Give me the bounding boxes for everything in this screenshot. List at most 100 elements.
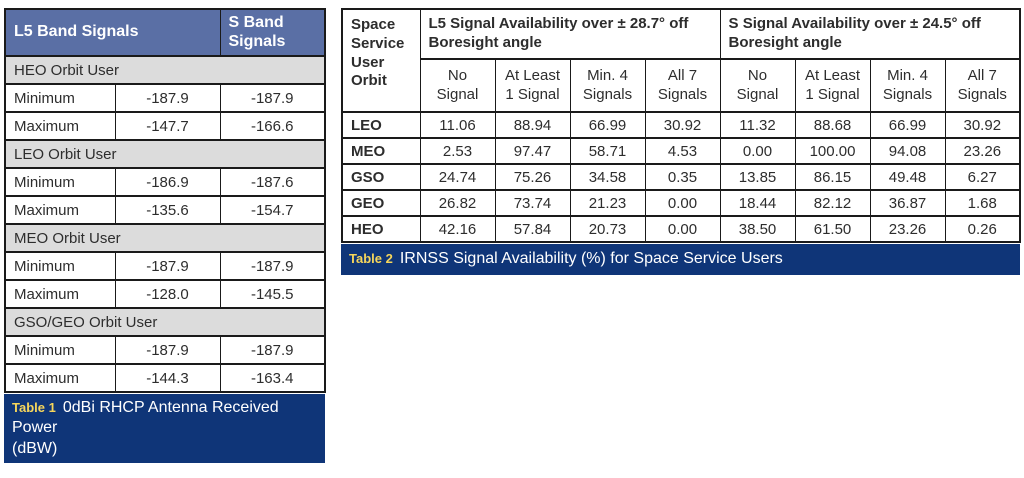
table1-section-leo: LEO Orbit User <box>4 139 326 169</box>
table1-header-row: L5 Band Signals S Band Signals <box>4 8 326 57</box>
table-row: Maximum -135.6 -154.7 <box>4 195 326 225</box>
col-header-min-4: Min. 4 Signals <box>869 58 946 113</box>
cell-value: 11.32 <box>719 111 796 139</box>
cell-value: 97.47 <box>494 137 571 165</box>
col-header-all-7: All 7 Signals <box>644 58 721 113</box>
col-header-at-least-1: At Least 1 Signal <box>794 58 871 113</box>
l5-value: -147.7 <box>114 111 221 141</box>
s-value: -163.4 <box>219 363 326 393</box>
cell-value: 0.26 <box>944 215 1021 243</box>
table-row-geo: GEO 26.82 73.74 21.23 0.00 18.44 82.12 3… <box>341 189 1021 217</box>
row-label: Minimum <box>4 335 116 365</box>
table-row: Maximum -144.3 -163.4 <box>4 363 326 393</box>
table1-caption-tag: Table 1 <box>12 400 56 415</box>
table1-section-heo: HEO Orbit User <box>4 55 326 85</box>
cell-value: 6.27 <box>944 163 1021 191</box>
cell-value: 49.48 <box>869 163 946 191</box>
cell-value: 21.23 <box>569 189 646 217</box>
s-value: -187.6 <box>219 167 326 197</box>
received-power-table: L5 Band Signals S Band Signals HEO Orbit… <box>4 8 326 393</box>
cell-value: 23.26 <box>869 215 946 243</box>
cell-value: 86.15 <box>794 163 871 191</box>
cell-value: 0.00 <box>644 189 721 217</box>
table-row-meo: MEO 2.53 97.47 58.71 4.53 0.00 100.00 94… <box>341 137 1021 165</box>
s-value: -187.9 <box>219 335 326 365</box>
table-row: Minimum -186.9 -187.6 <box>4 167 326 197</box>
cell-value: 94.08 <box>869 137 946 165</box>
table-row: Minimum -187.9 -187.9 <box>4 335 326 365</box>
col-header-min-4: Min. 4 Signals <box>569 58 646 113</box>
cell-value: 4.53 <box>644 137 721 165</box>
cell-value: 26.82 <box>419 189 496 217</box>
col-header-at-least-1: At Least 1 Signal <box>494 58 571 113</box>
cell-value: 57.84 <box>494 215 571 243</box>
cell-value: 75.26 <box>494 163 571 191</box>
l5-value: -144.3 <box>114 363 221 393</box>
cell-value: 36.87 <box>869 189 946 217</box>
cell-value: 0.00 <box>719 137 796 165</box>
row-label: GSO <box>341 163 421 191</box>
l5-value: -187.9 <box>114 83 221 113</box>
table1-header-l5-band: L5 Band Signals <box>4 8 221 57</box>
cell-value: 73.74 <box>494 189 571 217</box>
signal-availability-table: Space Service User Orbit L5 Signal Avail… <box>341 8 1022 243</box>
cell-value: 58.71 <box>569 137 646 165</box>
table1-section-gso-geo: GSO/GEO Orbit User <box>4 307 326 337</box>
cell-value: 88.94 <box>494 111 571 139</box>
table2-l5-group-header: L5 Signal Availability over ± 28.7° off … <box>419 8 721 60</box>
col-header-all-7: All 7 Signals <box>944 58 1021 113</box>
table1-caption-text: 0dBi RHCP Antenna Received Power (dBW) <box>12 399 279 457</box>
table1-section-meo: MEO Orbit User <box>4 223 326 253</box>
row-label: Maximum <box>4 111 116 141</box>
cell-value: 0.35 <box>644 163 721 191</box>
cell-value: 2.53 <box>419 137 496 165</box>
l5-value: -186.9 <box>114 167 221 197</box>
row-label: Minimum <box>4 83 116 113</box>
row-label: Maximum <box>4 363 116 393</box>
table2-group-header-row: Space Service User Orbit L5 Signal Avail… <box>341 8 1021 113</box>
s-value: -145.5 <box>219 279 326 309</box>
row-label: Maximum <box>4 195 116 225</box>
l5-value: -187.9 <box>114 335 221 365</box>
row-label: MEO <box>341 137 421 165</box>
row-label: Minimum <box>4 167 116 197</box>
cell-value: 18.44 <box>719 189 796 217</box>
cell-value: 30.92 <box>944 111 1021 139</box>
table2-subheader-row: No Signal At Least 1 Signal Min. 4 Signa… <box>342 58 1021 113</box>
s-value: -187.9 <box>219 83 326 113</box>
table-row: Minimum -187.9 -187.9 <box>4 83 326 113</box>
col-header-no-signal: No Signal <box>419 58 496 113</box>
s-value: -154.7 <box>219 195 326 225</box>
cell-value: 24.74 <box>419 163 496 191</box>
cell-value: 88.68 <box>794 111 871 139</box>
table1-header-s-band: S Band Signals <box>219 8 326 57</box>
cell-value: 66.99 <box>569 111 646 139</box>
cell-value: 0.00 <box>644 215 721 243</box>
cell-value: 13.85 <box>719 163 796 191</box>
section-title: LEO Orbit User <box>4 139 326 169</box>
table2-s-group-header: S Signal Availability over ± 24.5° off B… <box>719 8 1021 60</box>
table-row: Maximum -147.7 -166.6 <box>4 111 326 141</box>
cell-value: 34.58 <box>569 163 646 191</box>
signal-availability-table-block: Space Service User Orbit L5 Signal Avail… <box>341 8 1022 275</box>
table-row-leo: LEO 11.06 88.94 66.99 30.92 11.32 88.68 … <box>341 111 1021 139</box>
cell-value: 30.92 <box>644 111 721 139</box>
table-row-heo: HEO 42.16 57.84 20.73 0.00 38.50 61.50 2… <box>341 215 1021 243</box>
l5-value: -128.0 <box>114 279 221 309</box>
row-label: LEO <box>341 111 421 139</box>
table-row: Maximum -128.0 -145.5 <box>4 279 326 309</box>
col-header-no-signal: No Signal <box>719 58 796 113</box>
section-title: HEO Orbit User <box>4 55 326 85</box>
row-label: GEO <box>341 189 421 217</box>
cell-value: 20.73 <box>569 215 646 243</box>
table2-corner-header: Space Service User Orbit <box>341 8 421 113</box>
cell-value: 11.06 <box>419 111 496 139</box>
section-title: MEO Orbit User <box>4 223 326 253</box>
cell-value: 38.50 <box>719 215 796 243</box>
table2-caption: Table 2 IRNSS Signal Availability (%) for… <box>341 244 1020 275</box>
l5-value: -187.9 <box>114 251 221 281</box>
cell-value: 100.00 <box>794 137 871 165</box>
section-title: GSO/GEO Orbit User <box>4 307 326 337</box>
cell-value: 66.99 <box>869 111 946 139</box>
